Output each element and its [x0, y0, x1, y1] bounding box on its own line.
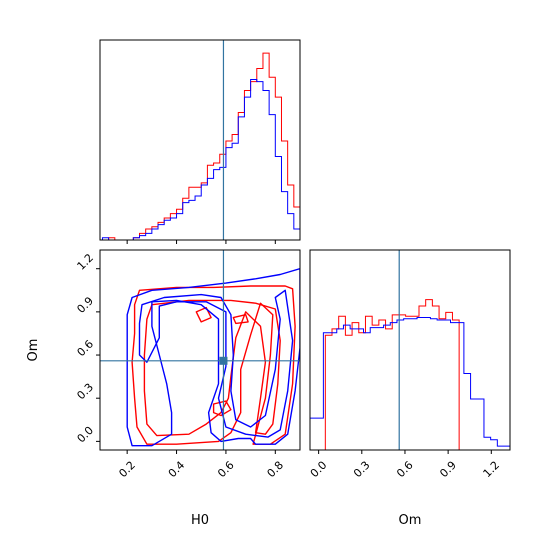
contour-xtick-label-0: 0.2: [116, 459, 138, 481]
hist-om-plot-area: [310, 250, 510, 450]
hist-om-frame: [309, 249, 511, 451]
contour-xlabel: H0: [191, 513, 209, 528]
hist-om-series-1: [310, 316, 510, 450]
contour-plot-area: [100, 250, 300, 450]
contour-xtick-label-1: 0.4: [166, 459, 188, 481]
hist-om-xtick-label-2: 0.6: [394, 459, 416, 481]
contour-series-1-level-0: [126, 268, 300, 447]
panel-hist-om: 0.0 0.3 0.6 0.9 1.2: [308, 249, 511, 481]
hist-om-xtick-label-4: 1.2: [481, 459, 503, 481]
hist-om-series-0: [318, 299, 466, 450]
hist-h0-frame: [99, 39, 301, 241]
contour-xtick-label-2: 0.6: [215, 459, 237, 481]
contour-series-0-level-1: [143, 299, 281, 437]
hist-h0-series-1: [101, 78, 301, 241]
contour-ytick-label-2: 0.6: [74, 338, 96, 360]
hist-h0-series-0: [108, 52, 301, 241]
hist-om-xtick-label-3: 0.9: [437, 459, 459, 481]
panel-hist-h0: [99, 39, 301, 244]
contour-series-1-level-1: [138, 289, 294, 438]
contour-ytick-label-3: 0.9: [74, 294, 96, 316]
hist-om-xlabel: Om: [399, 513, 422, 528]
contour-ytick-label-0: 0.0: [74, 424, 96, 446]
contour-frame: [99, 249, 301, 451]
contour-ylabel: Om: [26, 339, 41, 362]
panel-contour-h0-om: 0.2 0.4 0.6 0.8 0.0 0.3 0.6 0.9 1.2: [74, 249, 301, 481]
hist-om-xtick-label-0: 0.0: [308, 459, 330, 481]
contour-series-0-level-0: [131, 285, 296, 445]
contour-series-0-level-3: [195, 306, 212, 323]
contour-truth-marker: [219, 356, 228, 365]
contour-ytick-label-4: 1.2: [74, 251, 96, 273]
contour-xtick-label-3: 0.8: [265, 459, 287, 481]
contour-series-0-level-4: [232, 314, 249, 325]
contour-ytick-label-1: 0.3: [74, 381, 96, 403]
hist-om-xtick-label-1: 0.3: [351, 459, 373, 481]
